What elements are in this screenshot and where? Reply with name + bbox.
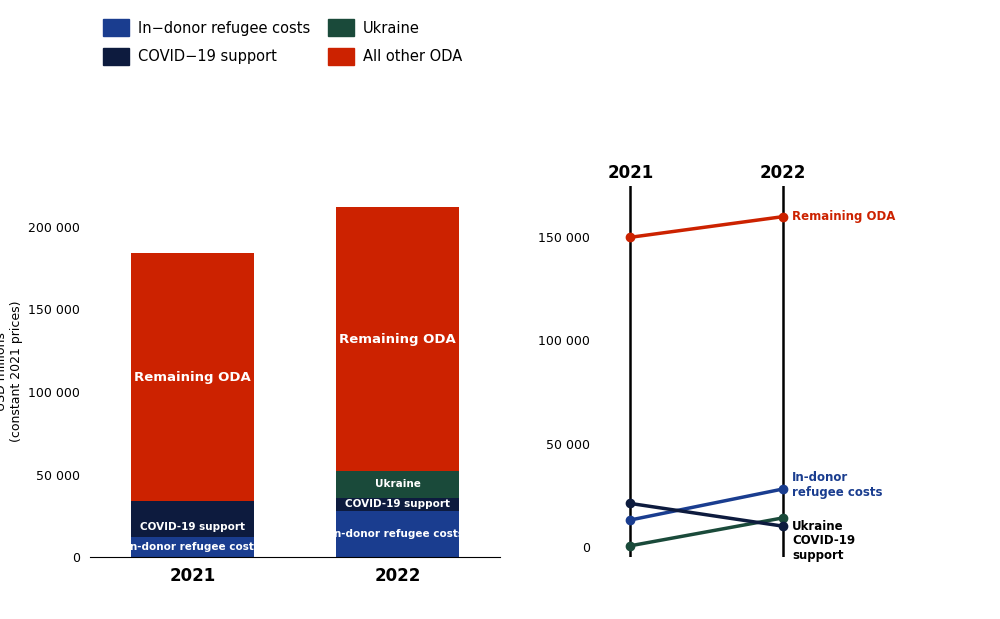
Text: Ukraine: Ukraine	[375, 480, 420, 490]
Text: Remaining ODA: Remaining ODA	[792, 210, 895, 223]
Text: 2022: 2022	[760, 164, 806, 182]
Bar	[336, 471, 459, 498]
Text: Remaining ODA: Remaining ODA	[134, 371, 251, 384]
Text: In-donor refugee costs: In-donor refugee costs	[330, 529, 464, 539]
Text: In-donor refugee costs: In-donor refugee costs	[126, 542, 260, 552]
Text: 2021: 2021	[607, 164, 654, 182]
Legend: In−donor refugee costs, COVID−19 support, Ukraine, All other ODA: In−donor refugee costs, COVID−19 support…	[97, 14, 468, 71]
Y-axis label: USD millions
(constant 2021 prices): USD millions (constant 2021 prices)	[0, 301, 23, 442]
Text: In-donor
refugee costs: In-donor refugee costs	[792, 471, 883, 499]
Text: COVID-19 support: COVID-19 support	[345, 500, 450, 509]
Bar	[336, 511, 459, 557]
Bar	[131, 501, 254, 537]
Bar	[131, 253, 254, 501]
Bar	[131, 537, 254, 557]
Bar	[336, 207, 459, 471]
Text: COVID-19
support: COVID-19 support	[792, 534, 855, 563]
Text: Ukraine: Ukraine	[792, 520, 844, 533]
Text: Remaining ODA: Remaining ODA	[339, 332, 456, 346]
Text: COVID-19 support: COVID-19 support	[140, 522, 245, 532]
Bar	[336, 498, 459, 511]
